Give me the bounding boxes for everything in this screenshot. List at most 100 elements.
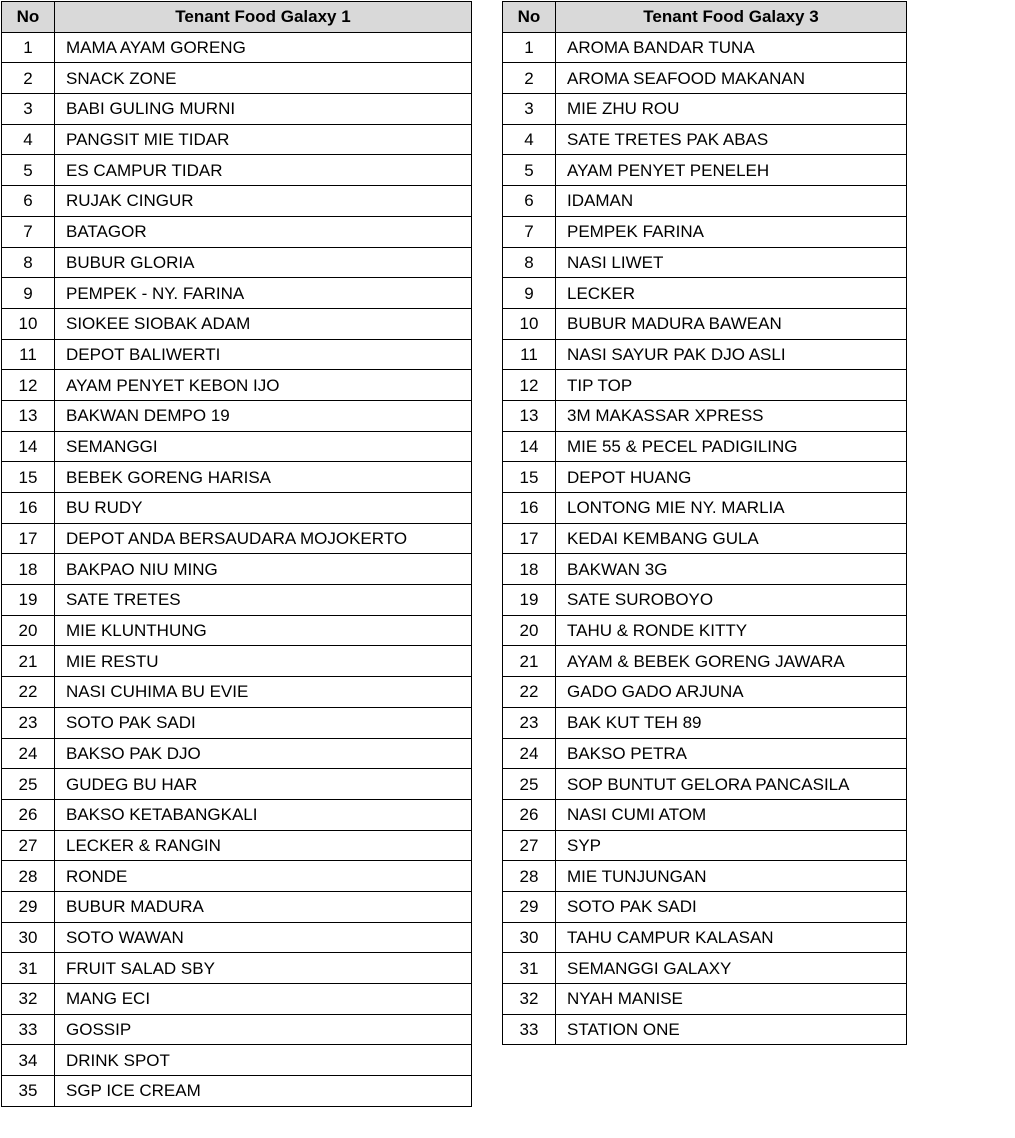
tenant-name: RUJAK CINGUR <box>54 185 472 217</box>
row-number: 4 <box>1 123 55 156</box>
table-row: 8 BUBUR GLORIA <box>1 246 472 279</box>
tenant-name: MIE KLUNTHUNG <box>54 614 472 647</box>
table-row: 11 NASI SAYUR PAK DJO ASLI <box>502 338 907 371</box>
tenant-name: MANG ECI <box>54 983 472 1015</box>
tenant-name: BUBUR MADURA BAWEAN <box>555 307 907 340</box>
tenant-name: IDAMAN <box>555 185 907 217</box>
table-row: 17 DEPOT ANDA BERSAUDARA MOJOKERTO <box>1 522 472 555</box>
tenant-name: BAK KUT TEH 89 <box>555 706 907 739</box>
row-number: 23 <box>1 706 55 739</box>
tenant-name: DRINK SPOT <box>54 1044 472 1077</box>
table-row: 3 MIE ZHU ROU <box>502 93 907 125</box>
table-row: 31 SEMANGGI GALAXY <box>502 952 907 984</box>
tenant-name: BABI GULING MURNI <box>54 93 472 125</box>
tenant-name: SATE TRETES <box>54 584 472 616</box>
table-row: 20 MIE KLUNTHUNG <box>1 614 472 647</box>
row-number: 28 <box>502 860 556 892</box>
tenant-name: SATE SUROBOYO <box>555 584 907 616</box>
table-row: 19 SATE SUROBOYO <box>502 584 907 616</box>
tenant-name: BAKPAO NIU MING <box>54 553 472 586</box>
table-row: 17 KEDAI KEMBANG GULA <box>502 522 907 555</box>
row-number: 2 <box>1 62 55 95</box>
tenant-name: AYAM PENYET KEBON IJO <box>54 369 472 401</box>
tenant-name: SOTO WAWAN <box>54 921 472 954</box>
table-row: 34 DRINK SPOT <box>1 1044 472 1077</box>
table-row: 5 ES CAMPUR TIDAR <box>1 154 472 187</box>
table-row: 21 AYAM & BEBEK GORENG JAWARA <box>502 645 907 678</box>
table-row: 25 SOP BUNTUT GELORA PANCASILA <box>502 768 907 800</box>
row-number: 23 <box>502 706 556 739</box>
table-row: 11 DEPOT BALIWERTI <box>1 338 472 371</box>
table-row: 26 BAKSO KETABANGKALI <box>1 798 472 831</box>
table-row: 31 FRUIT SALAD SBY <box>1 952 472 984</box>
table-row: 5 AYAM PENYET PENELEH <box>502 154 907 187</box>
tenant-name: AYAM & BEBEK GORENG JAWARA <box>555 645 907 678</box>
row-number: 22 <box>1 676 55 708</box>
tenant-name: TAHU CAMPUR KALASAN <box>555 921 907 954</box>
tenant-name: SIOKEE SIOBAK ADAM <box>54 307 472 340</box>
table-row: 18 BAKPAO NIU MING <box>1 553 472 586</box>
table-row: 33 GOSSIP <box>1 1013 472 1046</box>
table-row: 13 BAKWAN DEMPO 19 <box>1 399 472 432</box>
row-number: 12 <box>1 369 55 401</box>
table-row: 16 BU RUDY <box>1 492 472 524</box>
row-number: 10 <box>502 307 556 340</box>
row-number: 3 <box>502 93 556 125</box>
tenant-name: PANGSIT MIE TIDAR <box>54 123 472 156</box>
table-row: 6 IDAMAN <box>502 185 907 217</box>
tenant-name: BATAGOR <box>54 215 472 248</box>
table-row: 18 BAKWAN 3G <box>502 553 907 586</box>
table-row: 1 AROMA BANDAR TUNA <box>502 31 907 64</box>
tenant-name: MIE ZHU ROU <box>555 93 907 125</box>
tenant-name: BU RUDY <box>54 492 472 524</box>
tenant-name: ES CAMPUR TIDAR <box>54 154 472 187</box>
table-row: 16 LONTONG MIE NY. MARLIA <box>502 492 907 524</box>
tenant-name: AYAM PENYET PENELEH <box>555 154 907 187</box>
row-number: 1 <box>502 31 556 64</box>
tenant-name: BUBUR GLORIA <box>54 246 472 279</box>
row-number: 8 <box>502 246 556 279</box>
table-row: 23 SOTO PAK SADI <box>1 706 472 739</box>
row-number: 27 <box>1 829 55 862</box>
tenant-name: AROMA SEAFOOD MAKANAN <box>555 62 907 95</box>
table-row: 14 SEMANGGI <box>1 430 472 463</box>
tenant-name: TIP TOP <box>555 369 907 401</box>
row-number: 8 <box>1 246 55 279</box>
table-row: 28 MIE TUNJUNGAN <box>502 860 907 892</box>
row-number: 31 <box>502 952 556 984</box>
row-number: 6 <box>1 185 55 217</box>
table-row: 15 DEPOT HUANG <box>502 461 907 493</box>
row-number: 21 <box>1 645 55 678</box>
table-row: 9 LECKER <box>502 277 907 309</box>
row-number: 26 <box>1 798 55 831</box>
row-number: 13 <box>1 399 55 432</box>
tenant-name: SYP <box>555 829 907 862</box>
row-number: 7 <box>502 215 556 248</box>
row-number: 21 <box>502 645 556 678</box>
table-row: 9 PEMPEK - NY. FARINA <box>1 277 472 309</box>
tenant-name: SNACK ZONE <box>54 62 472 95</box>
row-number: 6 <box>502 185 556 217</box>
row-number: 7 <box>1 215 55 248</box>
table-row: 30 TAHU CAMPUR KALASAN <box>502 921 907 954</box>
table-row: 24 BAKSO PETRA <box>502 737 907 770</box>
row-number: 34 <box>1 1044 55 1077</box>
row-number: 15 <box>502 461 556 493</box>
tenant-name: KEDAI KEMBANG GULA <box>555 522 907 555</box>
row-number: 19 <box>1 584 55 616</box>
row-number: 35 <box>1 1075 55 1107</box>
table-row: 20 TAHU & RONDE KITTY <box>502 614 907 647</box>
tenant-name: BAKSO KETABANGKALI <box>54 798 472 831</box>
row-number: 30 <box>502 921 556 954</box>
row-number: 22 <box>502 676 556 708</box>
row-number: 27 <box>502 829 556 862</box>
row-number: 24 <box>502 737 556 770</box>
tenant-name: AROMA BANDAR TUNA <box>555 31 907 64</box>
table-row: 28 RONDE <box>1 860 472 892</box>
row-number: 30 <box>1 921 55 954</box>
tenant-name: LECKER & RANGIN <box>54 829 472 862</box>
row-number: 17 <box>502 522 556 555</box>
row-number: 14 <box>502 430 556 463</box>
table-row: 12 TIP TOP <box>502 369 907 401</box>
row-number: 4 <box>502 123 556 156</box>
